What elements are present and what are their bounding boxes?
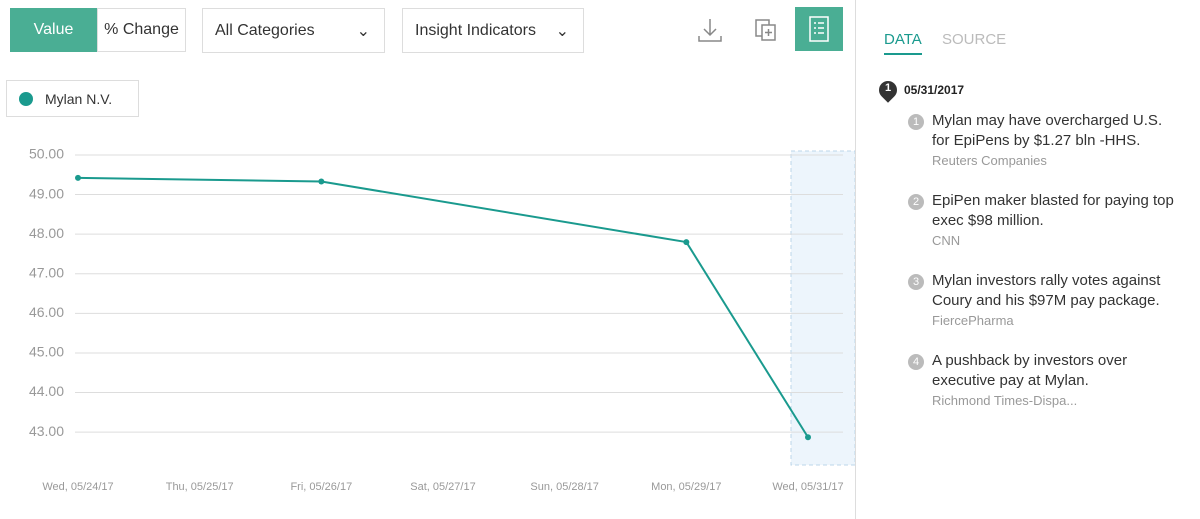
- x-tick-label: Sat, 05/27/17: [410, 481, 475, 493]
- pin-number: 1: [884, 82, 892, 94]
- item-number: 3: [908, 274, 924, 290]
- legend-label: Mylan N.V.: [45, 90, 113, 107]
- y-tick-label: 47.00: [29, 264, 64, 280]
- change-button[interactable]: % Change: [97, 8, 186, 52]
- x-tick-label: Wed, 05/24/17: [42, 481, 113, 493]
- value-button[interactable]: Value: [10, 8, 97, 52]
- item-number: 1: [908, 114, 924, 130]
- headline: A pushback by investors over executive p…: [932, 352, 1128, 389]
- list-button[interactable]: [795, 7, 843, 51]
- x-tick-label: Fri, 05/26/17: [290, 481, 352, 493]
- download-icon[interactable]: [696, 16, 724, 44]
- y-tick-label: 43.00: [29, 423, 64, 439]
- source: CNN: [932, 233, 961, 248]
- y-tick-label: 49.00: [29, 185, 64, 201]
- chevron: ⌄: [555, 22, 569, 40]
- y-tick-label: 45.00: [29, 344, 64, 360]
- legend-swatch: [19, 91, 33, 106]
- x-tick-label: Thu, 05/25/17: [166, 481, 234, 493]
- headline: Mylan investors rally votes against Cour…: [932, 272, 1161, 309]
- source: FiercePharma: [932, 313, 1014, 328]
- dropdown-label: All Categories: [215, 21, 315, 39]
- line-segment: [685, 241, 809, 438]
- list-icon: [809, 16, 829, 42]
- date: 05/31/2017: [904, 83, 965, 97]
- tab[interactable]: DATA: [884, 31, 922, 55]
- highlight-band: [790, 150, 855, 466]
- item-number: 2: [908, 194, 924, 210]
- source: Reuters Companies: [932, 153, 1047, 168]
- chevron: ⌄: [356, 22, 370, 40]
- x-tick-label: Wed, 05/31/17: [772, 481, 843, 493]
- y-tick-label: 50.00: [29, 146, 64, 162]
- chart: 43.00 44.00 45.00 46.00 47.00 48.00 49.00 50.00…: [29, 146, 855, 493]
- line-segment: [77, 176, 322, 183]
- legend[interactable]: Mylan N.V.: [6, 80, 139, 117]
- categories-dropdown[interactable]: All Categories ⌄: [202, 8, 385, 53]
- y-tick-label: 46.00: [29, 304, 64, 320]
- headline: Mylan may have overcharged U.S. for EpiP…: [932, 112, 1163, 149]
- y-tick-label: 44.00: [29, 383, 64, 399]
- divider: [855, 0, 856, 519]
- point: [805, 434, 811, 441]
- headline: EpiPen maker blasted for paying top exec…: [932, 192, 1174, 229]
- point: [318, 178, 325, 185]
- indicators-dropdown[interactable]: Insight Indicators ⌄: [402, 8, 584, 53]
- source: Richmond Times-Dispa...: [932, 393, 1078, 408]
- line-segment: [321, 180, 687, 244]
- x-tick-label: Sun, 05/28/17: [530, 481, 599, 493]
- copy-icon[interactable]: [752, 16, 780, 44]
- tab[interactable]: SOURCE: [942, 31, 1007, 48]
- item-number: 4: [908, 354, 924, 370]
- x-tick-label: Mon, 05/29/17: [651, 481, 721, 493]
- point: [683, 239, 690, 246]
- dropdown-label: Insight Indicators: [415, 21, 536, 39]
- point: [75, 174, 81, 181]
- y-tick-label: 48.00: [29, 225, 64, 241]
